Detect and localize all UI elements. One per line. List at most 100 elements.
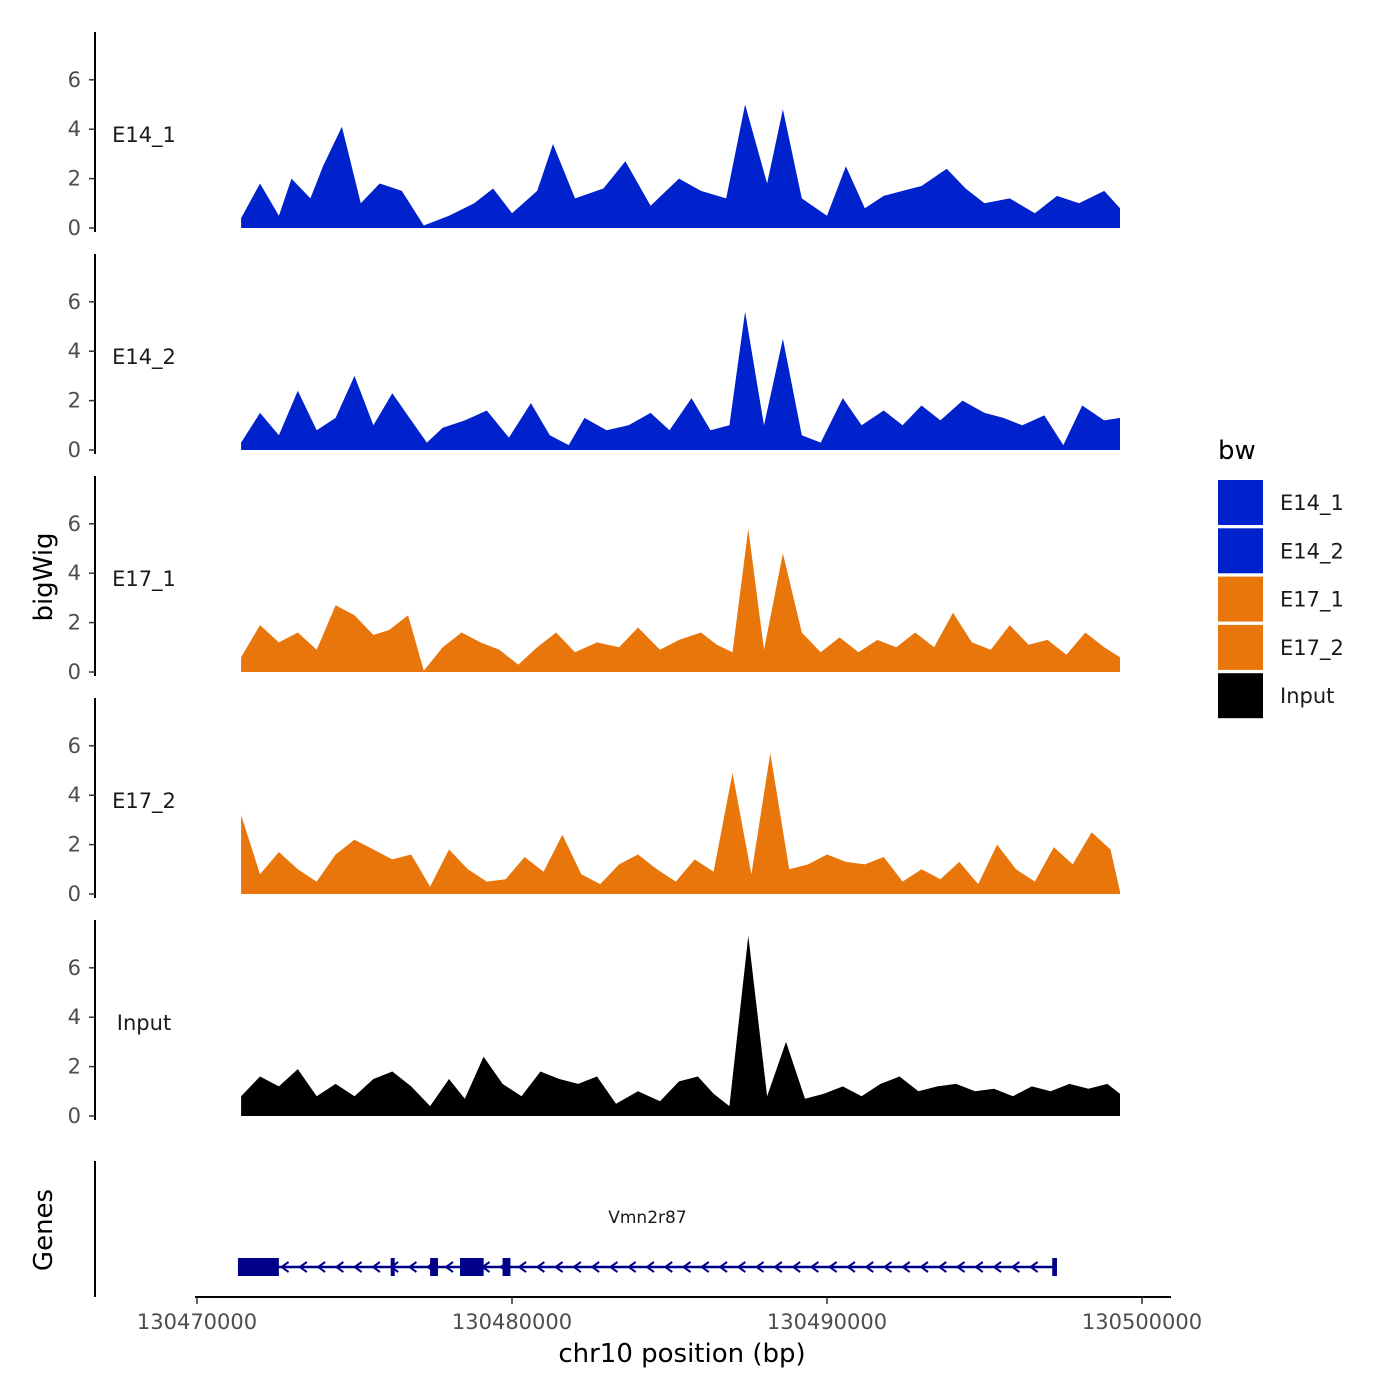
legend-swatch (1218, 576, 1263, 622)
strand-arrow (992, 1261, 1002, 1273)
strand-arrow (974, 1261, 984, 1273)
y-tick-label: 2 (68, 833, 81, 857)
gene-track: Vmn2r87 (94, 1161, 1057, 1297)
y-tick-label: 6 (68, 956, 81, 980)
y-tick-label: 4 (68, 117, 81, 141)
strand-arrow (827, 1261, 838, 1273)
y-tick-label: 4 (68, 1005, 81, 1029)
y-tick-label: 2 (68, 611, 81, 635)
track-label: E14_1 (112, 123, 176, 148)
strand-arrow (626, 1261, 637, 1273)
y-tick-label: 2 (68, 167, 81, 191)
strand-arrow (407, 1261, 418, 1273)
legend-swatch (1218, 624, 1263, 670)
y-tick-label: 6 (68, 290, 81, 314)
strand-arrow (809, 1261, 819, 1273)
strand-arrow (517, 1261, 527, 1273)
strand-arrow (955, 1261, 966, 1273)
strand-arrow (919, 1261, 929, 1273)
strand-arrow (937, 1261, 947, 1273)
strand-arrow (553, 1261, 564, 1273)
y-tick-label: 0 (68, 1104, 81, 1128)
track-label: E14_2 (112, 345, 176, 370)
y-tick-label: 2 (68, 1055, 81, 1079)
track-label: E17_2 (112, 789, 176, 814)
strand-arrow (352, 1261, 363, 1273)
gene-exon (390, 1258, 395, 1276)
strand-arrow (791, 1261, 801, 1273)
track-label: E17_1 (112, 567, 176, 592)
strand-arrow (681, 1261, 692, 1273)
strand-arrow (316, 1261, 326, 1273)
strand-arrow (718, 1261, 728, 1273)
legend-label: E14_2 (1280, 539, 1344, 564)
legend-title: bw (1218, 436, 1256, 466)
x-tick-label: 130500000 (1082, 1310, 1202, 1334)
gene-exon (1052, 1258, 1057, 1276)
gene-exon (460, 1258, 484, 1276)
strand-arrow (645, 1261, 655, 1273)
strand-arrow (1010, 1261, 1020, 1273)
y-tick-label: 4 (68, 561, 81, 585)
track-panels: 0 2 4 6 E14_1 0 2 4 6 E14_2 0 2 4 6 E17_1 0 2 4 6 E17_2 0 2 4 6… (68, 32, 1121, 1128)
signal-area (241, 753, 1121, 894)
legend-swatch (1218, 673, 1263, 719)
strand-arrow (572, 1261, 582, 1273)
y-tick-label: 6 (68, 68, 81, 92)
y-tick-label: 4 (68, 339, 81, 363)
strand-arrow (279, 1261, 290, 1273)
y-tick-label: 2 (68, 389, 81, 413)
legend-label: E17_2 (1280, 636, 1344, 661)
strand-arrow (754, 1261, 765, 1273)
strand-arrow (846, 1261, 856, 1273)
strand-arrow (608, 1261, 619, 1273)
x-axis-title: chr10 position (bp) (558, 1339, 805, 1369)
strand-arrow (736, 1261, 746, 1273)
strand-arrow (298, 1261, 308, 1273)
strand-arrow (371, 1261, 381, 1273)
track-label: Input (117, 1011, 171, 1035)
strand-arrow (901, 1261, 911, 1273)
y-tick-label: 0 (68, 882, 81, 906)
gene-exon (237, 1258, 279, 1276)
gene-name-label: Vmn2r87 (608, 1208, 686, 1228)
strand-arrow (663, 1261, 673, 1273)
genes-axis-title: Genes (29, 1189, 59, 1271)
signal-area (241, 528, 1121, 672)
gene-exon (502, 1258, 511, 1276)
y-tick-label: 0 (68, 438, 81, 462)
legend-swatch (1218, 480, 1263, 525)
legend-label: E17_1 (1280, 588, 1344, 613)
y-tick-label: 0 (68, 216, 81, 240)
strand-arrow (700, 1261, 710, 1273)
y-tick-label: 4 (68, 783, 81, 807)
y-tick-label: 6 (68, 512, 81, 536)
y-tick-label: 0 (68, 660, 81, 684)
x-tick-label: 130480000 (452, 1310, 572, 1334)
strand-arrow (882, 1261, 893, 1273)
legend: bw E14_1 E14_2 E17_1 E17_2 Input (1218, 436, 1344, 719)
gene-exon (430, 1258, 438, 1276)
strand-arrow (864, 1261, 874, 1273)
track-e14-1: 0 2 4 6 E14_1 (68, 32, 1121, 240)
strand-arrow (1028, 1261, 1039, 1273)
legend-label: Input (1280, 684, 1334, 708)
x-tick-label: 130470000 (137, 1310, 257, 1334)
signal-area (241, 104, 1121, 228)
signal-area (241, 935, 1121, 1116)
y-tick-label: 6 (68, 734, 81, 758)
strand-arrow (590, 1261, 600, 1273)
x-tick-label: 130490000 (767, 1310, 887, 1334)
strand-arrow (444, 1261, 454, 1273)
y-axis-title: bigWig (29, 532, 59, 621)
track-input: 0 2 4 6 Input (68, 920, 1121, 1128)
strand-arrow (334, 1261, 344, 1273)
track-e17-2: 0 2 4 6 E17_2 (68, 698, 1121, 906)
legend-swatch (1218, 528, 1263, 574)
track-e14-2: 0 2 4 6 E14_2 (68, 254, 1121, 462)
strand-arrow (535, 1261, 545, 1273)
track-e17-1: 0 2 4 6 E17_1 (68, 476, 1121, 684)
strand-arrow (773, 1261, 783, 1273)
signal-area (241, 311, 1121, 450)
